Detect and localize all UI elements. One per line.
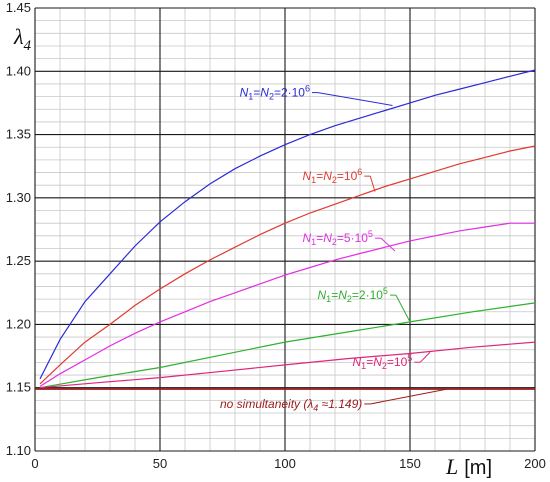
series-label-part: 1 (248, 92, 253, 102)
series-label-part: 1 (311, 237, 316, 247)
series-leader-3 (395, 294, 411, 323)
series-label-part: 1 (361, 361, 366, 371)
series-leader-4 (419, 351, 431, 363)
y-axis-label-sub: 4 (24, 38, 32, 54)
x-tick-label: 50 (153, 456, 167, 471)
y-axis-label: λ4 (13, 24, 32, 54)
x-tick-label: 100 (274, 456, 296, 471)
series-label-part: N (323, 169, 332, 183)
series-line-1 (39, 145, 536, 385)
series-lines (35, 69, 536, 390)
series-labels: N1=N2=2·106N1=N2=106N1=N2=5·105N1=N2=2·1… (220, 84, 412, 413)
series-leader-1 (369, 175, 376, 192)
series-label-part: N (318, 288, 327, 302)
x-axis-label: L [m] (445, 454, 492, 479)
series-label-part: 2 (332, 237, 337, 247)
series-label-part: N (323, 231, 332, 245)
series-label-0: N1=N2=2·106 (240, 84, 310, 102)
series-label-part: N (303, 169, 312, 183)
series-label-part: 5 (383, 286, 388, 296)
series-label-4: N1=N2=105 (353, 353, 413, 371)
series-label-part: =10 (387, 355, 408, 369)
series-label-part: λ (306, 397, 313, 411)
series-label-part: =2·10 (352, 288, 383, 302)
major-grid (34, 7, 536, 452)
series-label-part: =5·10 (337, 231, 368, 245)
series-leader-2 (380, 237, 396, 252)
series-label-part: 1 (326, 294, 331, 304)
series-label-2: N1=N2=5·105 (303, 229, 373, 247)
series-label-part: ≈1.149) (318, 397, 362, 411)
series-line-2 (39, 222, 535, 387)
series-label-part: N (373, 355, 382, 369)
series-label-part: no simultaneity ( (220, 397, 309, 411)
x-tick-label: 200 (524, 456, 546, 471)
y-tick-label: 1.25 (6, 253, 31, 268)
series-label-part: N (260, 86, 269, 100)
y-tick-labels: 1.10 1.15 1.20 1.25 1.30 1.35 1.40 1.45 (6, 0, 31, 458)
y-tick-label: 1.35 (6, 127, 31, 142)
y-tick-label: 1.40 (6, 63, 31, 78)
series-label-part: =2·10 (274, 86, 305, 100)
series-line-4 (39, 341, 536, 389)
series-label-part: 2 (332, 175, 337, 185)
series-label-part: = (253, 86, 260, 100)
series-label-part: N (353, 355, 362, 369)
series-label-part: =10 (337, 169, 358, 183)
series-label-1: N1=N2=106 (303, 167, 363, 185)
y-tick-label: 1.10 (6, 443, 31, 458)
series-label-part: 4 (313, 403, 318, 413)
x-tick-label: 150 (399, 456, 421, 471)
series-leaders (312, 92, 448, 405)
series-label-part: N (240, 86, 249, 100)
x-axis-label-unit: [m] (464, 457, 492, 479)
series-leader-0 (317, 92, 393, 106)
y-tick-label: 1.20 (6, 316, 31, 331)
series-line-3 (39, 302, 536, 389)
series-label-part: 2 (382, 361, 387, 371)
y-tick-label: 1.30 (6, 190, 31, 205)
series-label-part: 2 (269, 92, 274, 102)
x-tick-label: 0 (31, 456, 38, 471)
series-label-part: 5 (407, 353, 412, 363)
series-label-part: = (316, 169, 323, 183)
series-label-3: N1=N2=2·105 (318, 286, 388, 304)
y-tick-label: 1.15 (6, 380, 31, 395)
series-line-0 (39, 69, 536, 380)
series-label-part: = (316, 231, 323, 245)
y-axis-label-main: λ (13, 24, 24, 49)
series-label-part: 5 (368, 229, 373, 239)
series-label-part: N (303, 231, 312, 245)
series-label-part: = (331, 288, 338, 302)
series-label-part: N (338, 288, 347, 302)
series-label-5: no simultaneity (λ4 ≈1.149) (220, 397, 362, 413)
series-label-part: 6 (357, 167, 362, 177)
y-tick-label: 1.45 (6, 0, 31, 15)
series-label-part: = (366, 355, 373, 369)
x-tick-labels: 0 50 100 150 200 (31, 456, 545, 471)
series-label-part: 6 (305, 84, 310, 94)
x-axis-label-main: L (445, 454, 458, 479)
series-label-part: 2 (347, 294, 352, 304)
series-leader-5 (370, 388, 448, 405)
series-label-part: 1 (311, 175, 316, 185)
